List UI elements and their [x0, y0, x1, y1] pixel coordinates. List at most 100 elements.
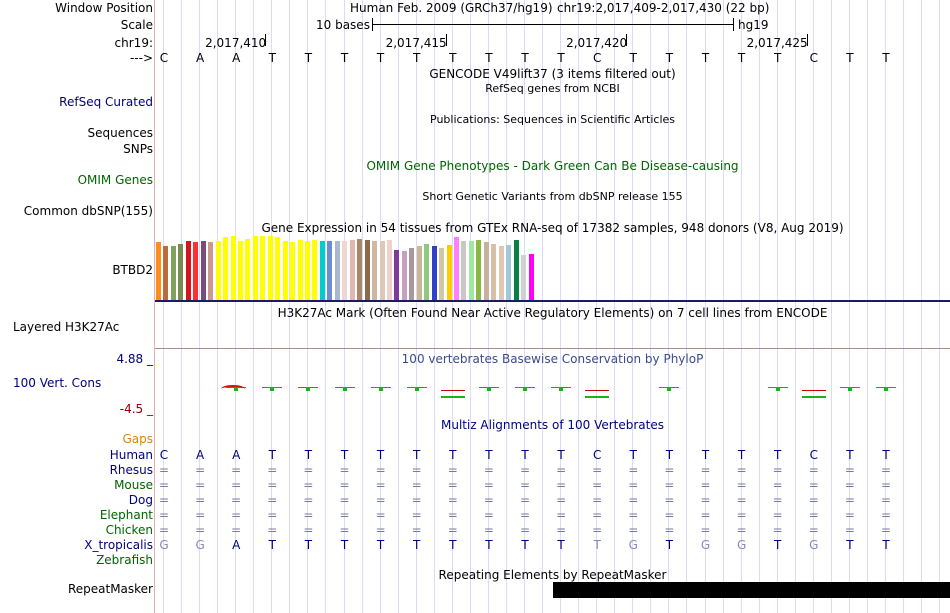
h3k27ac-track-label[interactable]: Layered H3K27Ac: [13, 320, 120, 334]
gtex-tissue-bar[interactable]: [394, 250, 400, 300]
species-label[interactable]: X_tropicalis: [84, 538, 153, 552]
species-label[interactable]: Rhesus: [109, 463, 153, 477]
scale-bases-text: 10 bases: [316, 18, 370, 32]
gtex-tissue-bar[interactable]: [275, 237, 281, 300]
gtex-tissue-bar[interactable]: [178, 243, 184, 300]
gtex-tissue-bar[interactable]: [349, 239, 355, 300]
gtex-tissue-bar[interactable]: [290, 242, 296, 300]
species-label[interactable]: Mouse: [114, 478, 153, 492]
species-label[interactable]: Dog: [128, 493, 153, 507]
gtex-tissue-bar[interactable]: [215, 241, 221, 300]
alignment-base: =: [880, 493, 892, 507]
gtex-tissue-bar[interactable]: [454, 237, 459, 300]
gtex-tissue-bar[interactable]: [483, 242, 489, 300]
position-range: chr19:2,017,409-2,017,430 (22 bp): [557, 1, 770, 15]
gtex-tissue-bar[interactable]: [156, 242, 161, 300]
gtex-tissue-bar[interactable]: [260, 236, 266, 300]
species-label[interactable]: Zebrafish: [96, 553, 153, 567]
repeatmasker-track-label[interactable]: RepeatMasker: [67, 582, 153, 596]
base-letter: T: [340, 51, 349, 65]
gtex-tissue-bar[interactable]: [282, 241, 288, 300]
gtex-tissue-bar[interactable]: [372, 241, 378, 300]
gencode-title[interactable]: GENCODE V49lift37 (3 items filtered out): [429, 67, 676, 81]
gtex-tissue-bar[interactable]: [342, 241, 348, 300]
gtex-tissue-bar[interactable]: [319, 241, 325, 300]
dbsnp-track-label[interactable]: Common dbSNP(155): [23, 204, 153, 218]
gtex-tissue-bar[interactable]: [334, 241, 340, 300]
gtex-tissue-bar[interactable]: [267, 236, 273, 300]
repeat-element-block[interactable]: [553, 582, 950, 598]
gtex-tissue-bar[interactable]: [431, 246, 437, 300]
gtex-tissue-bar[interactable]: [498, 246, 504, 300]
gridline: [415, 0, 417, 613]
gtex-tissue-bar[interactable]: [185, 241, 191, 300]
alignment-base: =: [195, 463, 206, 477]
omim-title[interactable]: OMIM Gene Phenotypes - Dark Green Can Be…: [366, 159, 739, 173]
ruler-tick: [265, 34, 267, 46]
publications-title[interactable]: Publications: Sequences in Scientific Ar…: [430, 113, 675, 126]
refseq-title[interactable]: RefSeq genes from NCBI: [485, 82, 620, 95]
gtex-tissue-bar[interactable]: [424, 243, 430, 300]
snps-track-label[interactable]: SNPs: [123, 142, 153, 156]
alignment-base: T: [413, 538, 421, 552]
gtex-tissue-bar[interactable]: [200, 241, 206, 300]
species-label[interactable]: Elephant: [99, 508, 153, 522]
btbd2-track-label[interactable]: BTBD2: [112, 263, 153, 277]
refseq-track-label[interactable]: RefSeq Curated: [59, 95, 153, 109]
gtex-tissue-bar[interactable]: [327, 241, 333, 300]
base-letter: T: [449, 51, 457, 65]
gtex-tissue-bar[interactable]: [312, 239, 318, 300]
gtex-title[interactable]: Gene Expression in 54 tissues from GTEx …: [261, 221, 844, 235]
gridline: [560, 0, 562, 613]
gtex-tissue-bar[interactable]: [170, 245, 176, 300]
repeatmasker-title[interactable]: Repeating Elements by RepeatMasker: [438, 568, 667, 582]
gtex-tissue-bar[interactable]: [252, 236, 258, 300]
phylop-graph[interactable]: [155, 376, 950, 406]
gtex-tissue-bar[interactable]: [193, 242, 199, 300]
gtex-tissue-bar[interactable]: [521, 255, 527, 300]
phylop-title[interactable]: 100 vertebrates Basewise Conservation by…: [401, 352, 704, 366]
gtex-tissue-bar[interactable]: [379, 241, 385, 300]
alignment-base: =: [556, 478, 567, 492]
gridline: [181, 0, 183, 613]
gtex-tissue-bar[interactable]: [208, 242, 214, 300]
species-label[interactable]: Human: [109, 448, 153, 462]
omim-track-label[interactable]: OMIM Genes: [77, 173, 153, 187]
gtex-tissue-bar[interactable]: [386, 239, 392, 300]
gtex-tissue-bar[interactable]: [439, 247, 445, 300]
gtex-bar-graph[interactable]: [155, 236, 535, 300]
base-letter: C: [159, 51, 169, 65]
gtex-tissue-bar[interactable]: [223, 237, 229, 300]
h3k27ac-title[interactable]: H3K27Ac Mark (Often Found Near Active Re…: [277, 306, 828, 320]
gtex-tissue-bar[interactable]: [364, 239, 370, 300]
gridline: [758, 0, 760, 613]
gridline: [235, 0, 237, 613]
cons-track-label[interactable]: 100 Vert. Cons: [13, 376, 102, 390]
gtex-tissue-bar[interactable]: [513, 239, 519, 300]
gtex-tissue-bar[interactable]: [297, 239, 303, 300]
gtex-tissue-bar[interactable]: [401, 251, 407, 300]
gtex-tissue-bar[interactable]: [409, 247, 415, 300]
alignment-base: =: [195, 478, 206, 492]
gtex-tissue-bar[interactable]: [237, 241, 243, 300]
gtex-tissue-bar[interactable]: [461, 241, 467, 300]
gtex-tissue-bar[interactable]: [528, 253, 534, 300]
gtex-tissue-bar[interactable]: [245, 238, 251, 300]
gtex-tissue-bar[interactable]: [357, 238, 363, 300]
gtex-tissue-bar[interactable]: [468, 241, 474, 300]
dbsnp-title[interactable]: Short Genetic Variants from dbSNP releas…: [422, 190, 683, 203]
gtex-tissue-bar[interactable]: [476, 239, 482, 300]
gtex-tissue-bar[interactable]: [230, 236, 236, 300]
gtex-tissue-bar[interactable]: [491, 243, 497, 300]
gridline: [596, 0, 598, 613]
species-label[interactable]: Chicken: [105, 523, 153, 537]
gtex-tissue-bar[interactable]: [506, 244, 512, 300]
sequences-track-label[interactable]: Sequences: [87, 126, 153, 140]
gtex-tissue-bar[interactable]: [446, 244, 452, 300]
multiz-title[interactable]: Multiz Alignments of 100 Vertebrates: [440, 418, 665, 432]
gtex-tissue-bar[interactable]: [305, 241, 310, 300]
alignment-base: G: [736, 538, 747, 552]
gtex-tissue-bar[interactable]: [163, 245, 169, 300]
gtex-tissue-bar[interactable]: [416, 246, 422, 300]
gridline: [686, 0, 688, 613]
